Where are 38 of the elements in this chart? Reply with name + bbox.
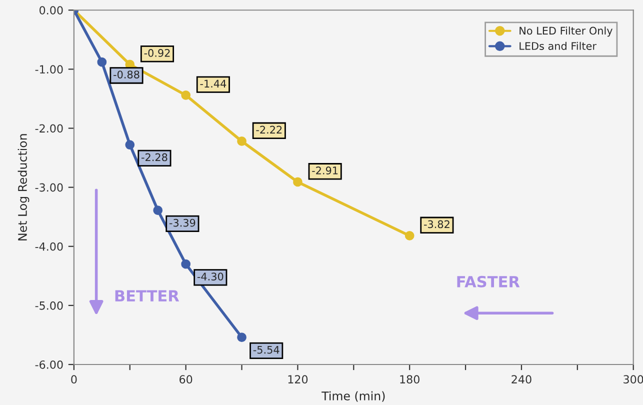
point <box>125 140 135 150</box>
point <box>153 206 163 216</box>
data-label: -3.82 <box>424 220 450 228</box>
data-label: -2.28 <box>142 153 168 162</box>
point <box>181 90 191 100</box>
data-label: -0.88 <box>114 70 140 78</box>
y-tick-label: 0.00 <box>40 6 63 15</box>
legend-label: LEDs and Filter <box>520 42 596 50</box>
point <box>237 332 246 342</box>
x-axis-title: Time (min) <box>322 391 385 402</box>
data-label: -3.39 <box>169 218 196 227</box>
point <box>237 136 246 146</box>
y-tick-label: -4.00 <box>35 242 63 251</box>
x-tick-label: 300 <box>624 375 643 384</box>
annotation: FASTER <box>457 276 520 288</box>
point <box>293 177 302 187</box>
point <box>404 231 414 240</box>
y-tick-label: -2.00 <box>35 124 63 133</box>
data-label: -4.30 <box>197 272 224 280</box>
y-axis-title: Net Log Reduction <box>18 134 30 240</box>
y-tick-label: -3.00 <box>35 183 63 192</box>
data-label: -1.44 <box>200 80 226 88</box>
x-tick-label: 0 <box>71 375 77 384</box>
x-tick-label: 240 <box>512 375 532 384</box>
x-tick-label: 180 <box>400 375 420 384</box>
data-label: -2.91 <box>312 166 338 174</box>
y-tick-label: -1.00 <box>35 65 63 74</box>
x-tick-label: 60 <box>180 375 192 384</box>
y-tick-label: -6.00 <box>35 360 63 369</box>
point <box>181 259 191 269</box>
x-tick-label: 120 <box>288 375 308 384</box>
legend-label: No LED Filter Only <box>520 26 612 37</box>
data-label: -5.54 <box>253 346 280 354</box>
y-tick-label: -5.00 <box>35 301 63 310</box>
annotation: BETTER <box>115 290 180 302</box>
point <box>97 57 107 67</box>
data-label: -2.22 <box>256 126 282 134</box>
data-label: -0.92 <box>144 49 170 57</box>
